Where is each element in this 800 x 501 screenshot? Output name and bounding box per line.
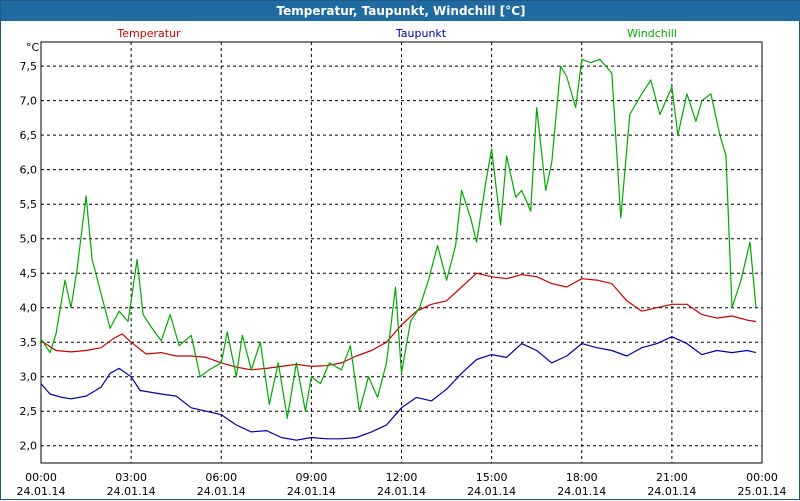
y-tick-label: 6,5: [20, 129, 38, 142]
x-tick-time-label: 00:00: [25, 471, 57, 484]
series-line-temperatur: [40, 272, 757, 371]
x-tick-time-label: 03:00: [115, 471, 147, 484]
x-tick-time-label: 12:00: [386, 471, 418, 484]
x-tick-date-label: 24.01.14: [197, 485, 246, 498]
series-line-windchill: [40, 58, 757, 419]
x-tick-date-label: 24.01.14: [557, 485, 606, 498]
x-tick-time-label: 06:00: [205, 471, 237, 484]
x-tick-date-label: 24.01.14: [17, 485, 66, 498]
x-tick-date-label: 24.01.14: [107, 485, 156, 498]
x-tick-date-label: 24.01.14: [377, 485, 426, 498]
legend-item-windchill: Windchill: [627, 27, 677, 40]
x-tick-time-label: 00:00: [746, 471, 778, 484]
y-tick-label: 2,5: [20, 405, 38, 418]
y-tick-label: 5,0: [20, 233, 38, 246]
y-tick-label: 6,0: [20, 164, 38, 177]
y-tick-label: 7,5: [20, 60, 38, 73]
y-tick-label: 3,5: [20, 336, 38, 349]
y-tick-label: 7,0: [20, 95, 38, 108]
x-tick-time-label: 09:00: [296, 471, 328, 484]
x-tick-time-label: 18:00: [566, 471, 598, 484]
x-tick-date-label: 24.01.14: [467, 485, 516, 498]
legend: Temperatur Taupunkt Windchill: [116, 27, 677, 40]
y-tick-label: 5,5: [20, 198, 38, 211]
y-tick-labels: 2,0 2,5 3,0 3,5 4,0 4,5 5,0 5,5 6,0 6,5 7,0 7,5: [20, 60, 38, 453]
y-tick-label: 2,0: [20, 440, 38, 453]
grid-lines: [41, 42, 762, 463]
x-tick-labels: 00:0024.01.1403:0024.01.1406:0024.01.140…: [17, 471, 787, 498]
series-line-taupunkt: [40, 336, 757, 441]
chart-title: Temperatur, Taupunkt, Windchill [°C]: [1, 1, 800, 21]
y-axis-unit-label: °C: [26, 41, 40, 54]
x-tick-time-label: 21:00: [656, 471, 688, 484]
series-lines: [40, 58, 757, 441]
x-tick-time-label: 15:00: [476, 471, 508, 484]
x-tick-date-label: 25.01.14: [738, 485, 787, 498]
x-tick-date-label: 24.01.14: [647, 485, 696, 498]
legend-item-temperatur: Temperatur: [116, 27, 181, 40]
y-tick-label: 3,0: [20, 371, 38, 384]
y-tick-label: 4,0: [20, 302, 38, 315]
x-tick-date-label: 24.01.14: [287, 485, 336, 498]
legend-item-taupunkt: Taupunkt: [395, 27, 447, 40]
y-tick-label: 4,5: [20, 267, 38, 280]
